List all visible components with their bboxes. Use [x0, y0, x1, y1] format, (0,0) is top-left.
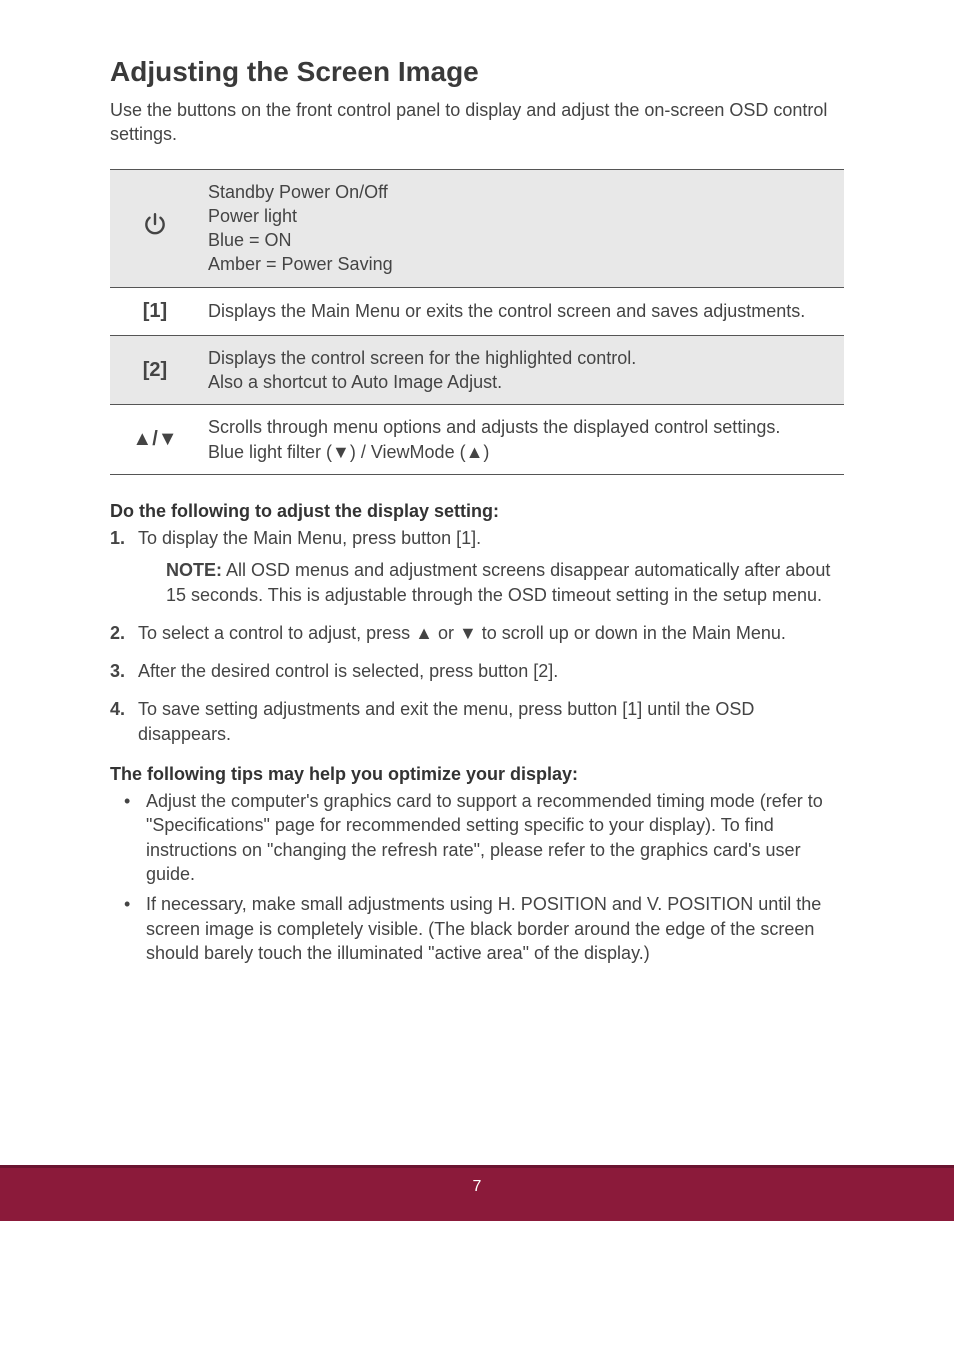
- row-symbol: [2]: [110, 335, 200, 405]
- power-icon: [142, 220, 168, 242]
- step-1-note: NOTE: All OSD menus and adjustment scree…: [138, 558, 844, 607]
- table-row: ▲/▼Scrolls through menu options and adju…: [110, 405, 844, 475]
- tip-2: If necessary, make small adjustments usi…: [110, 892, 844, 965]
- subheading-adjust: Do the following to adjust the display s…: [110, 501, 844, 522]
- tip-1: Adjust the computer's graphics card to s…: [110, 789, 844, 886]
- row-symbol: ▲/▼: [110, 405, 200, 475]
- table-row: [2]Displays the control screen for the h…: [110, 335, 844, 405]
- note-text: All OSD menus and adjustment screens dis…: [166, 560, 830, 604]
- row-symbol: [1]: [110, 287, 200, 335]
- row-description: Scrolls through menu options and adjusts…: [200, 405, 844, 475]
- steps-list: To display the Main Menu, press button […: [110, 526, 844, 746]
- step-1: To display the Main Menu, press button […: [110, 526, 844, 607]
- subheading-tips: The following tips may help you optimize…: [110, 764, 844, 785]
- step-3: After the desired control is selected, p…: [110, 659, 844, 683]
- row-description: Standby Power On/OffPower lightBlue = ON…: [200, 169, 844, 287]
- note-label: NOTE:: [166, 560, 222, 580]
- row-description: Displays the Main Menu or exits the cont…: [200, 287, 844, 335]
- intro-paragraph: Use the buttons on the front control pan…: [110, 98, 844, 147]
- tips-list: Adjust the computer's graphics card to s…: [110, 789, 844, 965]
- table-row: Standby Power On/OffPower lightBlue = ON…: [110, 169, 844, 287]
- controls-table: Standby Power On/OffPower lightBlue = ON…: [110, 169, 844, 475]
- page-title: Adjusting the Screen Image: [110, 56, 844, 88]
- step-4: To save setting adjustments and exit the…: [110, 697, 844, 746]
- page-number: 7: [0, 1168, 954, 1196]
- row-symbol: [110, 169, 200, 287]
- step-2: To select a control to adjust, press ▲ o…: [110, 621, 844, 645]
- table-row: [1]Displays the Main Menu or exits the c…: [110, 287, 844, 335]
- step-1-text: To display the Main Menu, press button […: [138, 528, 481, 548]
- row-description: Displays the control screen for the high…: [200, 335, 844, 405]
- page-footer: 7: [0, 1165, 954, 1221]
